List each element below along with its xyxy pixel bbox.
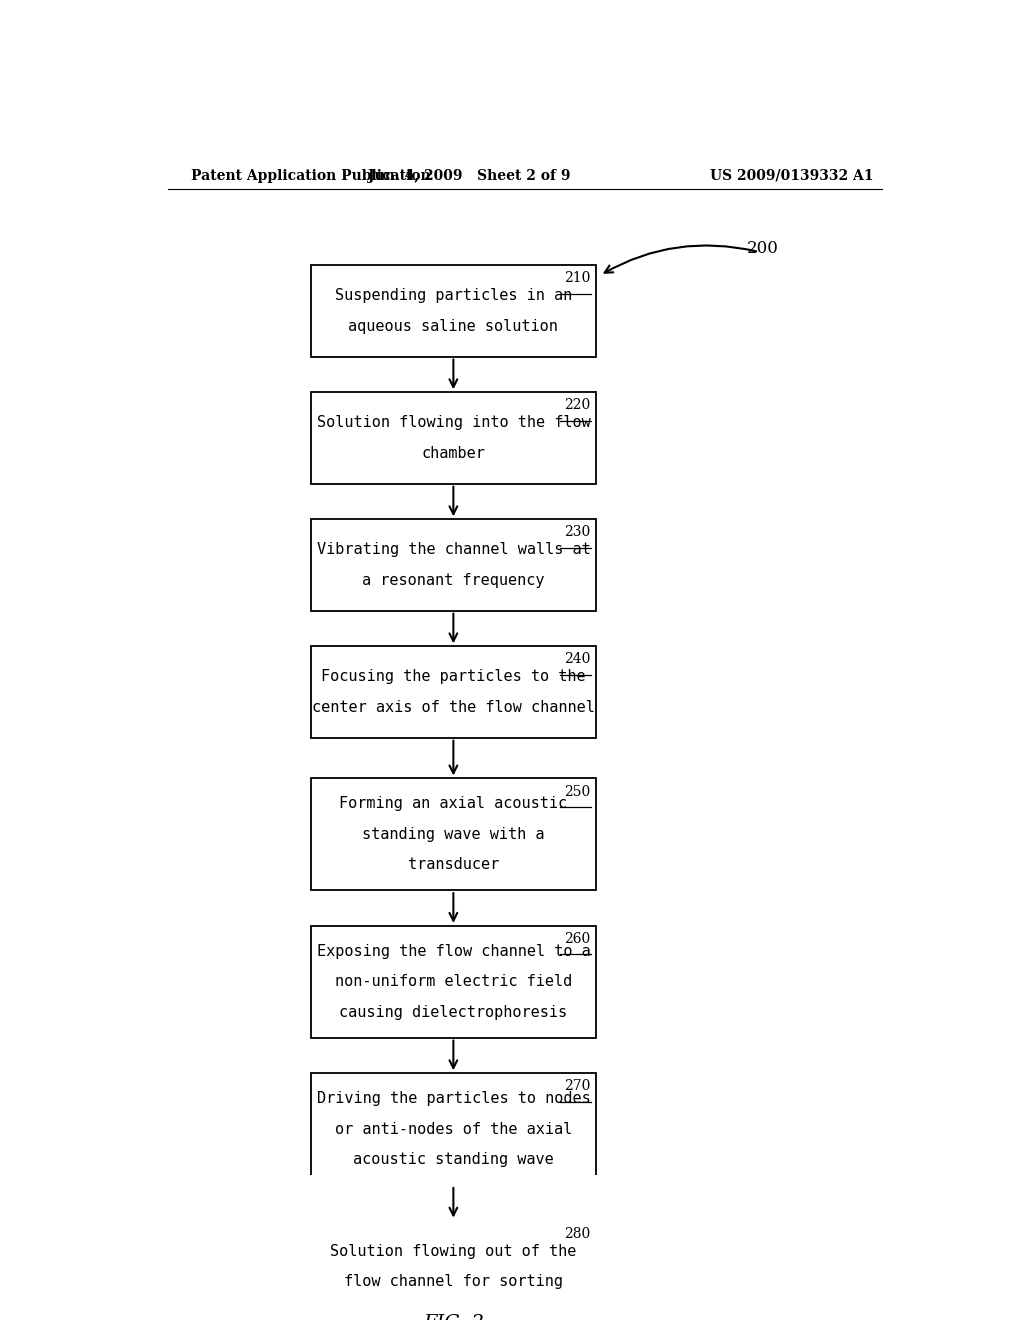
Text: a resonant frequency: a resonant frequency [362, 573, 545, 587]
Bar [310, 779, 596, 890]
Text: Forming an axial acoustic: Forming an axial acoustic [339, 796, 567, 812]
Text: Jun. 4, 2009   Sheet 2 of 9: Jun. 4, 2009 Sheet 2 of 9 [368, 169, 570, 182]
Text: acoustic standing wave: acoustic standing wave [353, 1152, 554, 1167]
Text: transducer: transducer [408, 857, 499, 873]
Bar [310, 1073, 596, 1185]
Text: Solution flowing out of the: Solution flowing out of the [330, 1243, 577, 1258]
Text: center axis of the flow channel: center axis of the flow channel [312, 700, 595, 714]
Bar [310, 1221, 596, 1312]
Text: 240: 240 [564, 652, 591, 667]
Text: Suspending particles in an: Suspending particles in an [335, 288, 572, 304]
Text: or anti-nodes of the axial: or anti-nodes of the axial [335, 1122, 572, 1137]
Bar [310, 519, 596, 611]
Text: 200: 200 [748, 240, 779, 256]
Text: flow channel for sorting: flow channel for sorting [344, 1274, 563, 1290]
Text: Vibrating the channel walls at: Vibrating the channel walls at [316, 543, 590, 557]
Text: Patent Application Publication: Patent Application Publication [191, 169, 431, 182]
Text: causing dielectrophoresis: causing dielectrophoresis [339, 1005, 567, 1019]
Text: US 2009/0139332 A1: US 2009/0139332 A1 [711, 169, 873, 182]
Bar [310, 925, 596, 1038]
Text: 230: 230 [564, 525, 591, 540]
Text: 250: 250 [564, 784, 591, 799]
Text: Solution flowing into the flow: Solution flowing into the flow [316, 416, 590, 430]
Text: 220: 220 [564, 399, 591, 412]
Bar [310, 647, 596, 738]
Bar [310, 265, 596, 356]
Text: aqueous saline solution: aqueous saline solution [348, 318, 558, 334]
Text: standing wave with a: standing wave with a [362, 826, 545, 842]
Text: Focusing the particles to the: Focusing the particles to the [322, 669, 586, 684]
Text: Exposing the flow channel to a: Exposing the flow channel to a [316, 944, 590, 958]
Text: non-uniform electric field: non-uniform electric field [335, 974, 572, 989]
Text: 210: 210 [564, 271, 591, 285]
Text: Driving the particles to nodes: Driving the particles to nodes [316, 1092, 590, 1106]
Text: 280: 280 [564, 1226, 591, 1241]
Text: chamber: chamber [422, 446, 485, 461]
Bar [310, 392, 596, 483]
Text: FIG. 2: FIG. 2 [423, 1315, 484, 1320]
Text: 270: 270 [564, 1080, 591, 1093]
Text: 260: 260 [564, 932, 591, 946]
